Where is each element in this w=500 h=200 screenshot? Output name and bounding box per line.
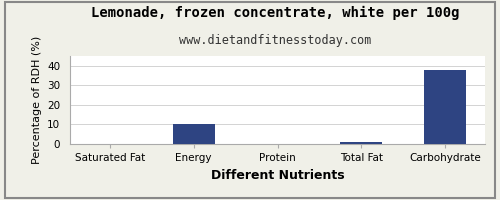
Y-axis label: Percentage of RDH (%): Percentage of RDH (%) [32, 36, 42, 164]
Bar [424, 70, 466, 144]
Bar [340, 142, 382, 144]
Text: Lemonade, frozen concentrate, white per 100g: Lemonade, frozen concentrate, white per … [91, 6, 459, 20]
Text: www.dietandfitnesstoday.com: www.dietandfitnesstoday.com [179, 34, 371, 47]
X-axis label: Different Nutrients: Different Nutrients [210, 169, 344, 182]
Bar [172, 124, 214, 144]
